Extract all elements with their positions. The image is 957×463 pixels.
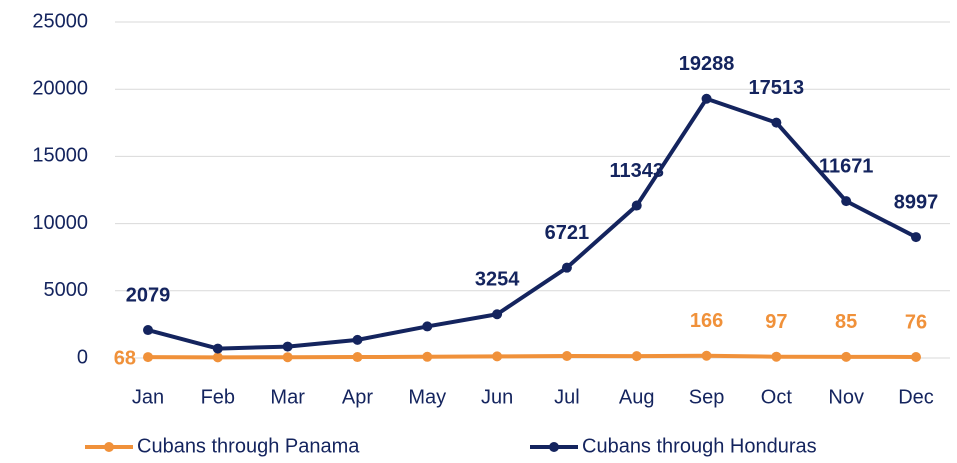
data-point [841,351,852,362]
data-label: 166 [690,310,723,332]
x-tick-label: Apr [342,386,373,408]
data-point [212,352,223,363]
data-point [422,321,433,332]
data-label: 6721 [545,222,590,244]
legend-marker [104,442,114,452]
data-point [771,117,782,128]
x-tick-label: Mar [270,386,305,408]
data-point [631,200,642,211]
series-line [147,353,917,360]
y-tick-label: 25000 [32,10,88,32]
data-point [771,351,782,362]
x-tick-label: Aug [619,386,655,408]
data-point [841,196,852,207]
data-label: 2079 [126,284,171,306]
data-label: 17513 [749,77,805,99]
data-label: 19288 [679,53,735,75]
x-tick-label: May [408,386,446,408]
y-tick-label: 5000 [44,279,89,301]
data-label: 97 [765,311,787,333]
data-label: 8997 [894,191,939,213]
y-tick-label: 10000 [32,212,88,234]
data-point [282,352,293,363]
data-label: 11343 [609,160,664,182]
legend-label: Cubans through Panama [137,435,360,457]
legend-label: Cubans through Honduras [582,435,817,457]
data-point [352,334,363,345]
x-tick-label: Feb [201,386,235,408]
x-tick-label: Oct [761,386,793,408]
data-point [282,341,293,352]
data-point [492,351,503,362]
y-tick-label: 20000 [32,77,88,99]
x-tick-label: Dec [898,386,934,408]
data-point [561,350,572,361]
data-label: 76 [905,311,927,333]
series-line [147,96,917,351]
data-point [352,352,363,363]
data-point [911,351,921,362]
x-tick-label: Jan [132,386,164,408]
data-point [212,343,223,354]
data-label: 85 [835,311,857,333]
data-point [143,352,153,363]
x-tick-label: Jun [481,386,513,408]
data-point [561,262,572,273]
data-label: 3254 [475,269,520,291]
data-label: 11671 [819,155,874,177]
y-tick-label: 15000 [32,145,88,167]
legend-marker [549,442,559,452]
data-label: 68 [114,347,136,369]
data-point [911,232,921,243]
data-point [701,93,712,104]
data-point [143,325,153,336]
x-tick-label: Sep [689,386,725,408]
x-tick-label: Nov [828,386,864,408]
data-point [422,351,433,362]
x-tick-label: Jul [554,386,580,408]
data-point [492,309,503,320]
data-point [631,351,642,362]
y-tick-label: 0 [77,346,88,368]
data-point [701,350,712,361]
